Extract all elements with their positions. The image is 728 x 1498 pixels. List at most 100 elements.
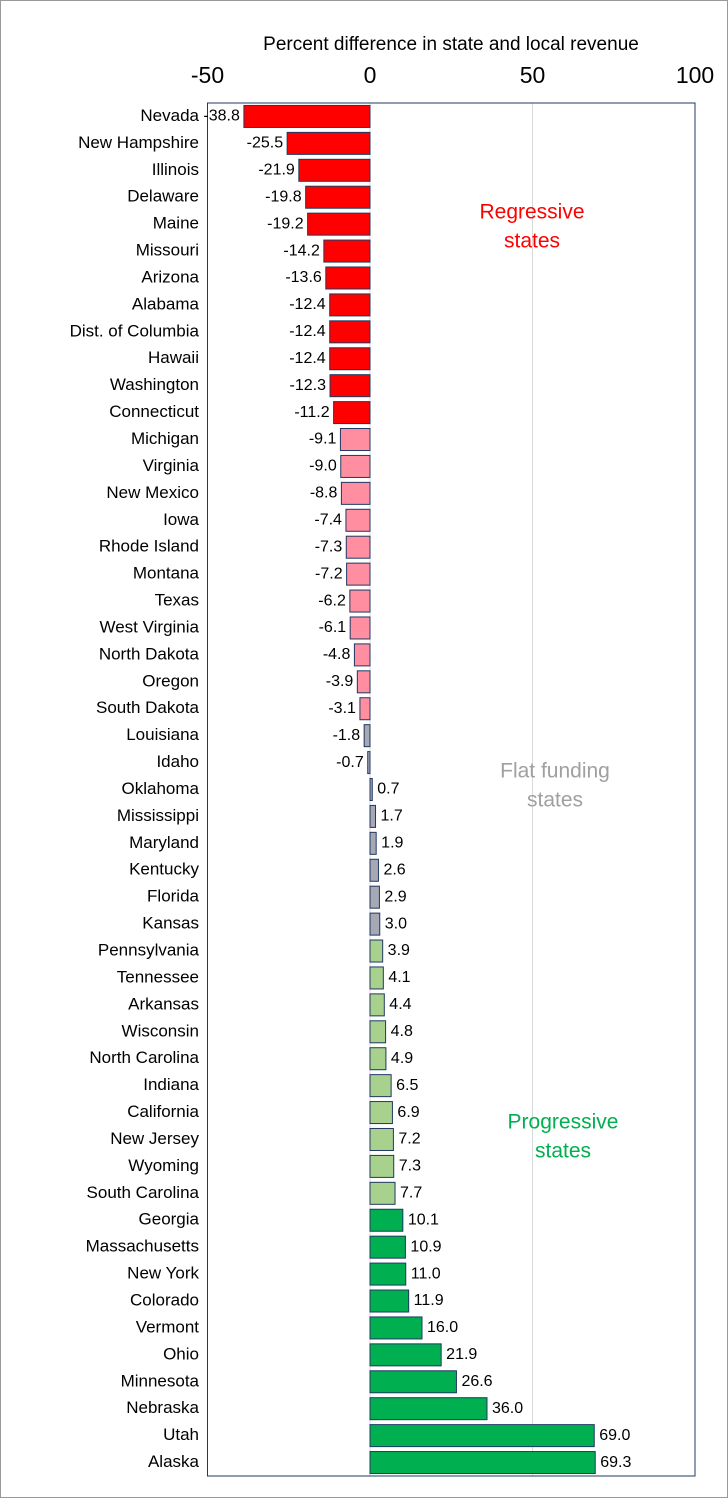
bar xyxy=(369,1047,387,1071)
bar xyxy=(349,589,371,613)
bar xyxy=(369,1208,404,1232)
bar xyxy=(369,1370,457,1394)
y-tick-label: Oregon xyxy=(142,671,199,690)
value-label: 36.0 xyxy=(492,1400,523,1417)
y-tick-label: Tennessee xyxy=(117,967,199,986)
bar xyxy=(356,670,371,694)
y-tick-label: California xyxy=(127,1102,199,1121)
bar xyxy=(369,1154,395,1178)
y-tick-label: Kansas xyxy=(142,914,199,933)
y-tick-label: Utah xyxy=(163,1425,199,1444)
bar xyxy=(369,1343,442,1367)
y-tick-label: Montana xyxy=(133,564,200,583)
value-label: 7.7 xyxy=(400,1185,422,1202)
value-label: -9.1 xyxy=(309,431,337,448)
bar xyxy=(353,643,371,667)
value-label: 16.0 xyxy=(427,1319,458,1336)
x-tick-label: 100 xyxy=(676,62,714,88)
y-tick-label: Virginia xyxy=(143,456,200,475)
y-tick-label: Oklahoma xyxy=(122,779,200,798)
value-label: 4.1 xyxy=(388,969,410,986)
axis-title: Percent difference in state and local re… xyxy=(263,34,639,55)
bar xyxy=(369,1074,392,1098)
bar xyxy=(359,697,371,721)
value-label: 4.4 xyxy=(389,996,411,1013)
y-tick-label: Massachusetts xyxy=(86,1237,199,1256)
annotation: states xyxy=(527,789,583,812)
value-label: -1.8 xyxy=(333,727,361,744)
y-tick-label: South Dakota xyxy=(96,698,200,717)
y-tick-label: Pennsylvania xyxy=(98,941,200,960)
value-label: -6.1 xyxy=(319,619,347,636)
bar xyxy=(369,1451,596,1475)
value-label: 1.7 xyxy=(381,808,403,825)
value-label: 3.0 xyxy=(385,915,407,932)
value-label: -7.2 xyxy=(315,565,343,582)
value-label: 7.2 xyxy=(398,1131,420,1148)
y-tick-label: Missouri xyxy=(136,241,199,260)
annotation: Flat funding xyxy=(500,760,610,783)
y-tick-label: South Carolina xyxy=(87,1183,200,1202)
y-tick-label: Washington xyxy=(110,375,199,394)
value-label: -21.9 xyxy=(258,162,295,179)
bar xyxy=(298,158,371,182)
bar xyxy=(369,993,385,1017)
y-tick-label: Mississippi xyxy=(117,806,199,825)
y-tick-label: Wyoming xyxy=(128,1156,199,1175)
value-label: 6.5 xyxy=(396,1077,418,1094)
bar xyxy=(305,185,371,209)
bar xyxy=(369,1262,407,1286)
bar xyxy=(369,1289,410,1313)
bar xyxy=(369,1316,423,1340)
y-tick-label: Illinois xyxy=(152,160,199,179)
bar xyxy=(369,885,380,909)
value-label: 26.6 xyxy=(461,1373,492,1390)
bar xyxy=(346,562,371,586)
y-tick-label: Idaho xyxy=(156,752,199,771)
value-label: -9.0 xyxy=(309,458,337,475)
bar xyxy=(369,778,373,801)
bar xyxy=(286,131,371,155)
bar xyxy=(329,293,371,317)
bar xyxy=(345,535,371,559)
value-label: 10.9 xyxy=(410,1238,441,1255)
bar xyxy=(367,751,371,775)
y-tick-label: Alaska xyxy=(148,1452,200,1471)
value-label: 1.9 xyxy=(381,835,403,852)
bar xyxy=(369,912,381,936)
y-tick-label: Georgia xyxy=(139,1210,200,1229)
y-tick-label: Colorado xyxy=(130,1290,199,1309)
bar xyxy=(329,374,371,398)
value-label: -12.4 xyxy=(289,323,326,340)
bar xyxy=(369,804,377,828)
y-tick-label: Dist. of Columbia xyxy=(70,321,200,340)
y-tick-label: Alabama xyxy=(132,294,200,313)
value-label: -19.8 xyxy=(265,188,302,205)
bar xyxy=(363,724,371,748)
value-label: -12.4 xyxy=(289,296,326,313)
value-label: -7.4 xyxy=(314,512,342,529)
y-tick-label: Kentucky xyxy=(129,860,199,879)
value-label: -12.4 xyxy=(289,350,326,367)
bar xyxy=(369,1424,595,1448)
bar xyxy=(369,1101,393,1125)
y-tick-label: Louisiana xyxy=(126,725,199,744)
value-label: 69.3 xyxy=(600,1454,631,1471)
y-tick-label: Texas xyxy=(155,591,199,610)
annotation: Regressive xyxy=(479,201,584,224)
plot-frame xyxy=(207,102,696,1477)
value-label: 11.0 xyxy=(411,1265,441,1282)
y-tick-label: Vermont xyxy=(136,1317,200,1336)
value-label: -25.5 xyxy=(247,135,284,152)
value-label: 0.7 xyxy=(377,781,399,798)
y-tick-label: Connecticut xyxy=(109,402,199,421)
value-label: 21.9 xyxy=(446,1346,477,1363)
y-tick-label: New Jersey xyxy=(110,1129,199,1148)
value-label: 6.9 xyxy=(397,1104,419,1121)
value-label: -3.1 xyxy=(328,700,356,717)
bar xyxy=(323,239,371,263)
y-tick-label: New Mexico xyxy=(106,483,199,502)
bar xyxy=(369,1020,387,1044)
y-tick-label: New York xyxy=(127,1264,199,1283)
value-label: -19.2 xyxy=(267,215,304,232)
